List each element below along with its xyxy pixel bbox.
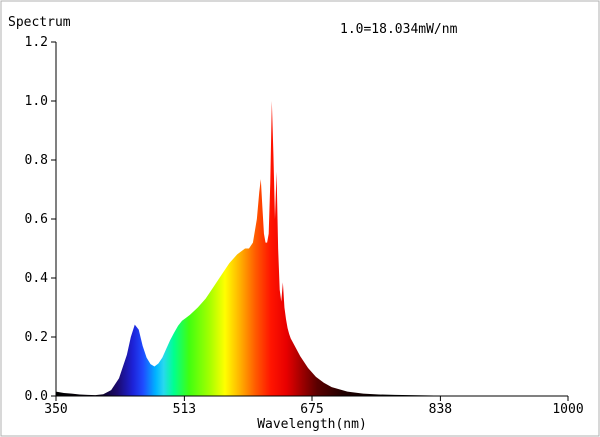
y-tick-label: 0.2 — [25, 330, 48, 345]
y-ticks: 0.0 0.2 0.4 0.6 0.8 1.0 1.2 — [25, 35, 56, 404]
axes: 0.0 0.2 0.4 0.6 0.8 1.0 1.2 350 513 675 838 1000 — [25, 35, 584, 417]
x-tick-label: 350 — [44, 402, 67, 417]
y-tick-label: 1.2 — [25, 35, 48, 50]
plot-area — [56, 101, 568, 396]
y-tick-label: 0.0 — [25, 389, 48, 404]
y-tick-label: 0.8 — [25, 153, 48, 168]
chart-title: Spectrum — [8, 15, 71, 30]
x-tick-label: 513 — [173, 402, 196, 417]
x-axis-label: Wavelength(nm) — [257, 417, 367, 432]
y-tick-label: 0.6 — [25, 212, 48, 227]
x-tick-label: 838 — [429, 402, 452, 417]
x-ticks: 350 513 675 838 1000 — [44, 396, 584, 417]
y-tick-label: 1.0 — [25, 94, 48, 109]
scale-annotation: 1.0=18.034mW/nm — [340, 22, 458, 37]
spectrum-area — [56, 101, 568, 396]
x-tick-label: 1000 — [552, 402, 583, 417]
x-tick-label: 675 — [300, 402, 323, 417]
y-tick-label: 0.4 — [25, 271, 49, 286]
